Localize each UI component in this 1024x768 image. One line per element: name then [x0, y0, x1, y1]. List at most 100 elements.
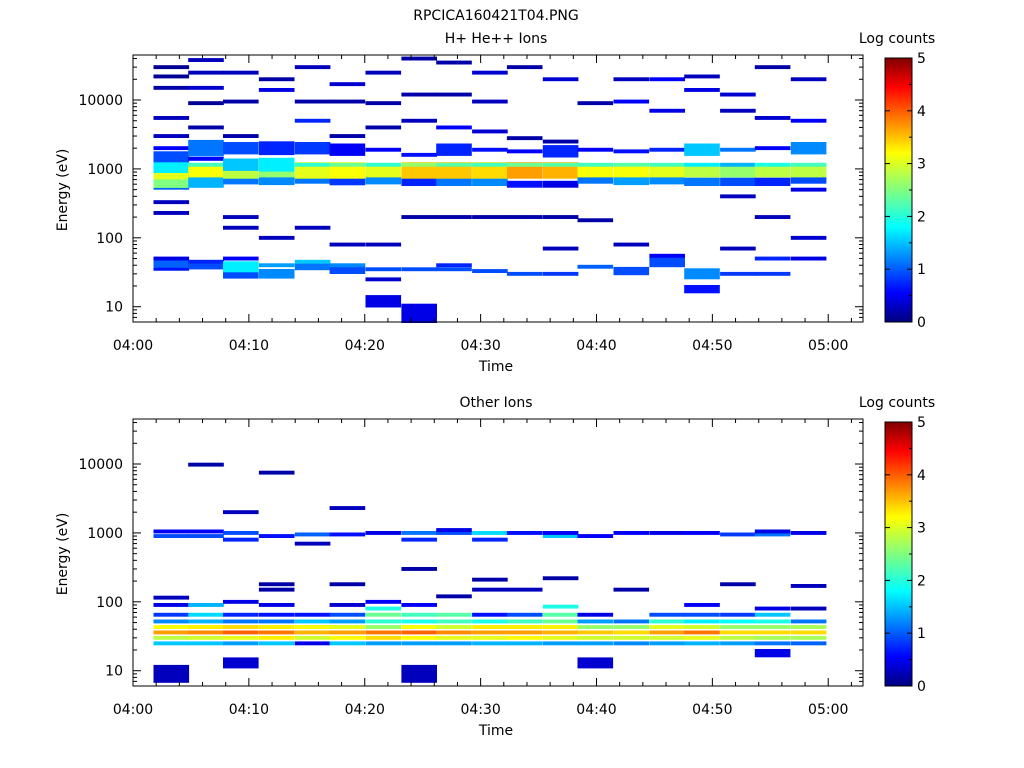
heatmap-cell	[790, 187, 827, 192]
heatmap-cell	[329, 506, 366, 510]
figure-title: RPCICA160421T04.PNG	[413, 8, 578, 24]
heatmap-cell	[472, 177, 508, 186]
heatmap-cell	[649, 625, 685, 629]
x-tick-label: 04:30	[460, 702, 500, 718]
heatmap-cell	[613, 531, 650, 535]
heatmap-cell	[542, 630, 579, 635]
heatmap-cell	[542, 576, 579, 581]
heatmap-cell	[649, 619, 685, 624]
heatmap-cell	[613, 162, 650, 167]
heatmap-cell	[613, 99, 650, 104]
heatmap-cell	[472, 269, 508, 273]
heatmap-cell	[684, 88, 720, 92]
heatmap-cell	[684, 641, 720, 646]
heatmap-cell	[401, 635, 437, 640]
heatmap-cell	[577, 163, 614, 178]
heatmap-cell	[684, 285, 720, 294]
heatmap-cell	[790, 235, 827, 240]
heatmap-cell	[401, 619, 437, 624]
heatmap-cell	[329, 635, 366, 640]
heatmap-cell	[542, 619, 579, 624]
heatmap-cell	[506, 65, 543, 70]
heatmap-cell	[472, 129, 508, 134]
heatmap-cell	[258, 157, 295, 172]
heatmap-cell	[720, 582, 756, 587]
heatmap-cell	[365, 174, 402, 185]
heatmap-cell	[258, 630, 295, 635]
heatmap-cell	[294, 225, 331, 230]
heatmap-cell	[188, 619, 224, 624]
heatmap-cell	[188, 70, 224, 75]
heatmap-cell	[223, 174, 259, 185]
heatmap-cell	[649, 612, 685, 617]
heatmap-cell	[649, 531, 685, 535]
heatmap-cell	[223, 625, 259, 629]
heatmap-cell	[720, 177, 756, 186]
heatmap-cell	[258, 263, 295, 268]
y-tick-label: 10000	[78, 93, 123, 109]
x-tick-label: 04:50	[692, 702, 732, 718]
heatmap-cell	[153, 635, 190, 640]
heatmap-cell	[649, 147, 685, 152]
x-tick-label: 04:10	[229, 338, 269, 354]
heatmap-cell	[153, 256, 190, 261]
heatmap-cell	[754, 163, 791, 178]
colorbar-tick-label: 1	[917, 262, 926, 278]
plot-frame	[132, 54, 864, 323]
heatmap-cell	[258, 619, 295, 624]
heatmap-cell	[684, 74, 720, 79]
x-tick-label: 05:00	[808, 702, 848, 718]
heatmap-cell	[436, 531, 472, 535]
heatmap-cells	[153, 462, 827, 683]
heatmap-cell	[472, 619, 508, 624]
heatmap-cell	[365, 606, 402, 611]
heatmap-cell	[649, 256, 685, 268]
heatmap-cell	[506, 162, 543, 167]
heatmap-cell	[436, 92, 472, 97]
heatmap-cell	[436, 60, 472, 65]
heatmap-cell	[329, 603, 366, 607]
heatmap-cell	[329, 162, 366, 167]
heatmap-cell	[223, 657, 259, 669]
heatmap-cell	[720, 619, 756, 624]
heatmap-cell	[472, 537, 508, 542]
heatmap-cell	[188, 101, 224, 106]
heatmap-cell	[401, 641, 437, 646]
heatmap-cell	[684, 163, 720, 178]
panel-title: H+ He++ Ions	[445, 31, 548, 47]
heatmap-cell	[365, 630, 402, 635]
heatmap-cell	[436, 635, 472, 640]
heatmap-cell	[754, 649, 791, 658]
heatmap-cell	[720, 246, 756, 251]
heatmap-cell	[506, 587, 543, 592]
heatmap-cell	[720, 625, 756, 629]
heatmap-cell	[329, 178, 366, 186]
heatmap-cell	[188, 156, 224, 161]
heatmap-cell	[153, 200, 190, 205]
heatmap-cell	[294, 65, 331, 70]
heatmap-cell	[613, 77, 650, 82]
heatmap-cell	[223, 142, 259, 155]
heatmap-cell	[365, 147, 402, 152]
heatmap-cell	[720, 630, 756, 635]
heatmap-cell	[294, 118, 331, 123]
heatmap-cell	[684, 143, 720, 156]
heatmap-cell	[720, 194, 756, 199]
heatmap-cell	[294, 259, 331, 264]
heatmap-cell	[649, 108, 685, 113]
colorbar-gradient	[884, 57, 913, 323]
colorbar-tick-label: 2	[917, 573, 926, 589]
heatmap-cell	[506, 630, 543, 635]
heatmap-cell	[542, 215, 579, 219]
heatmap-cell	[684, 162, 720, 167]
heatmap-cell	[542, 145, 579, 158]
heatmap-cell	[401, 152, 437, 157]
heatmap-cell	[153, 664, 190, 683]
heatmap-cell	[754, 635, 791, 640]
heatmap-cell	[754, 177, 791, 186]
heatmap-cell	[790, 635, 827, 640]
heatmap-cell	[258, 625, 295, 629]
heatmap-cell	[436, 641, 472, 646]
heatmap-cell	[542, 534, 579, 538]
heatmap-cell	[153, 529, 190, 534]
